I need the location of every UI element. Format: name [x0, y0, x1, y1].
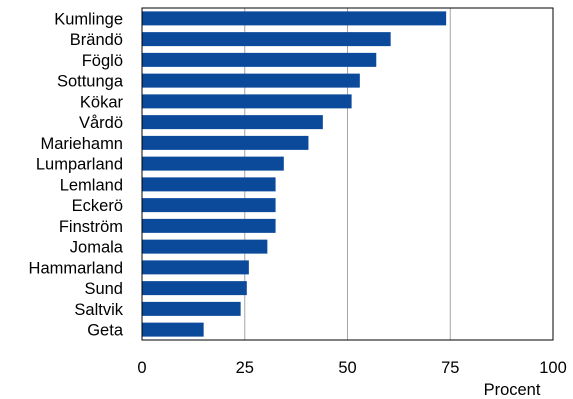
- category-label-finström: Finström: [59, 218, 123, 236]
- bar-jomala: [142, 239, 268, 254]
- bar-series: [142, 11, 447, 337]
- x-tick-labels: 0 25 50 75 100: [137, 359, 566, 377]
- bar-geta: [142, 322, 204, 337]
- bar-sottunga: [142, 73, 360, 88]
- bar-sund: [142, 281, 247, 296]
- bar-hammarland: [142, 260, 249, 275]
- category-label-jomala: Jomala: [70, 239, 124, 257]
- category-label-lumparland: Lumparland: [36, 156, 123, 174]
- bar-finström: [142, 218, 276, 233]
- category-labels: Kumlinge Brändö Föglö Sottunga Kökar Vårdö Mar…: [29, 10, 124, 339]
- x-tick-label-75: 75: [441, 359, 459, 377]
- category-label-kökar: Kökar: [80, 93, 124, 111]
- bar-mariehamn: [142, 135, 309, 150]
- category-label-hammarland: Hammarland: [29, 259, 123, 277]
- x-tick-label-50: 50: [338, 359, 356, 377]
- x-tick-label-25: 25: [236, 359, 254, 377]
- category-label-brändö: Brändö: [70, 31, 123, 49]
- x-tick-label-100: 100: [539, 359, 567, 377]
- category-label-saltvik: Saltvik: [74, 301, 123, 319]
- bar-lumparland: [142, 156, 284, 171]
- bar-lemland: [142, 177, 276, 192]
- bar-eckerö: [142, 198, 276, 213]
- bar-kökar: [142, 94, 352, 109]
- bar-brändö: [142, 32, 391, 47]
- bar-föglö: [142, 52, 377, 67]
- bar-kumlinge: [142, 11, 447, 26]
- category-label-sottunga: Sottunga: [57, 73, 124, 91]
- category-label-geta: Geta: [87, 322, 124, 340]
- plot-area-frame: [141, 7, 554, 341]
- category-label-eckerö: Eckerö: [72, 197, 123, 215]
- x-tick-label-0: 0: [137, 359, 146, 377]
- category-label-kumlinge: Kumlinge: [54, 10, 123, 28]
- category-label-mariehamn: Mariehamn: [40, 135, 123, 153]
- category-label-lemland: Lemland: [60, 176, 123, 194]
- category-label-föglö: Föglö: [82, 52, 123, 70]
- bar-vårdö: [142, 115, 323, 130]
- category-label-sund: Sund: [84, 280, 123, 298]
- category-label-vårdö: Vårdö: [79, 114, 123, 132]
- x-axis-title: Procent: [484, 381, 541, 399]
- bar-saltvik: [142, 301, 241, 316]
